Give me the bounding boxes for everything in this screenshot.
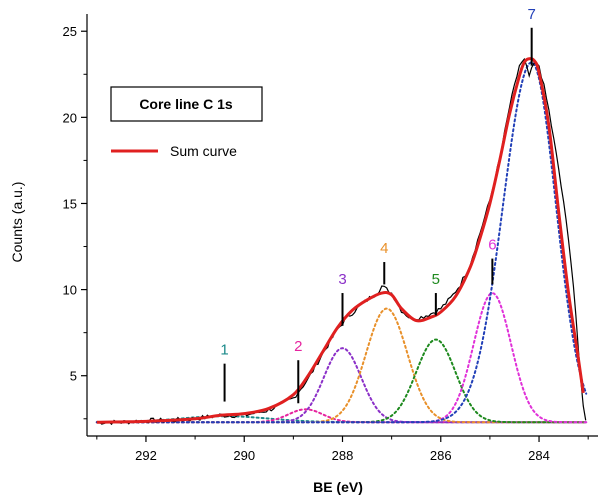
x-axis-title: BE (eV) (313, 479, 363, 495)
component-curves (95, 61, 588, 424)
peak-label-1: 1 (220, 342, 228, 359)
peak-labels: 1 2 3 4 5 6 7 (220, 6, 536, 404)
sum-curve (96, 57, 585, 424)
peak-label-7: 7 (527, 6, 535, 23)
core-line-box (110, 86, 263, 122)
peak-label-2: 2 (294, 338, 302, 355)
x-tick-label-286: 286 (430, 448, 452, 463)
y-tick-label-20: 20 (63, 110, 77, 125)
y-axis-title: Counts (a.u.) (9, 182, 25, 263)
legend: Core line C 1s Sum curve (110, 86, 263, 159)
component-curve-3 (95, 347, 588, 424)
core-line-label: Core line C 1s (139, 96, 233, 112)
x-tick-label-288: 288 (332, 448, 354, 463)
y-tick-label-25: 25 (63, 24, 77, 39)
sum-curve-legend-label: Sum curve (170, 143, 237, 159)
peak-label-5: 5 (432, 271, 440, 288)
peak-label-4: 4 (380, 240, 388, 257)
peak-label-3: 3 (338, 271, 346, 288)
y-tick-label-5: 5 (70, 369, 77, 384)
peak-label-6: 6 (488, 237, 496, 254)
component-curve-7 (95, 61, 588, 424)
y-tick-label-10: 10 (63, 283, 77, 298)
x-tick-label-284: 284 (528, 448, 550, 463)
y-tick-label-15: 15 (63, 196, 77, 211)
x-tick-label-292: 292 (135, 448, 157, 463)
x-tick-label-290: 290 (233, 448, 255, 463)
sum-curve-layer (96, 57, 585, 424)
